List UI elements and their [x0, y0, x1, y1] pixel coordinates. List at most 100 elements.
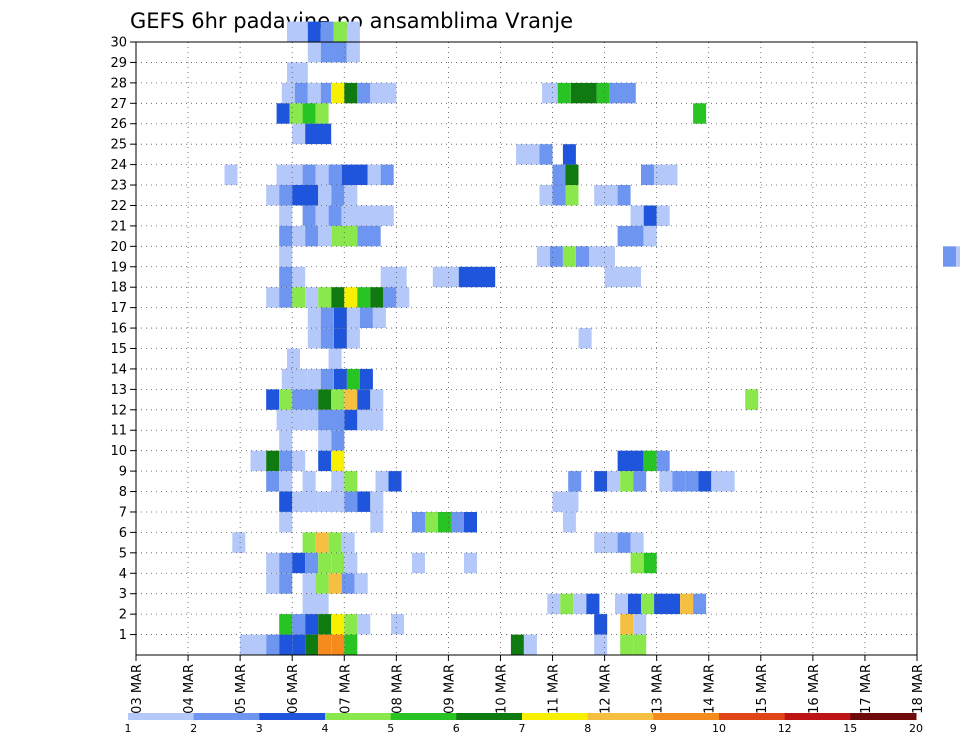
heatmap-cell — [432, 266, 459, 288]
heatmap-cell — [341, 164, 368, 185]
heatmap-cell — [331, 614, 345, 635]
y-tick-label: 19 — [110, 260, 127, 275]
heatmap-cell — [305, 409, 319, 431]
y-tick-label: 27 — [110, 97, 127, 112]
heatmap-cell — [279, 246, 293, 267]
heatmap-cell — [594, 185, 618, 206]
x-tick-label: 13 MAR — [651, 664, 666, 714]
y-tick-label: 16 — [110, 322, 127, 337]
colorbar-swatch — [653, 713, 720, 720]
heatmap-cell — [552, 164, 566, 185]
x-tick-label: 12 MAR — [599, 664, 614, 714]
heatmap-cell — [276, 409, 293, 431]
heatmap-cell — [307, 42, 321, 63]
heatmap-cell — [346, 21, 360, 42]
heatmap-cell — [302, 103, 316, 124]
colorbar-label: 6 — [453, 722, 460, 735]
heatmap-cell — [565, 164, 579, 185]
heatmap-cell — [281, 82, 295, 104]
heatmap-cell — [565, 185, 579, 206]
heatmap-cell — [302, 573, 316, 594]
colorbar-legend: 1 2 3 4 5 6 7 8 9 10 12 15 20 — [125, 713, 923, 735]
heatmap-cell — [344, 82, 358, 104]
y-axis-ticks: 1234567891011121314151617181920212223242… — [110, 36, 136, 643]
colorbar-label: 20 — [909, 722, 923, 735]
heatmap-cell — [266, 552, 280, 574]
heatmap-cell — [370, 287, 384, 308]
y-tick-label: 15 — [110, 342, 127, 357]
heatmap-cell — [617, 532, 631, 553]
colorbar-label: 7 — [519, 722, 526, 735]
heatmap-cell — [331, 471, 345, 492]
heatmap-cell — [586, 593, 600, 615]
colorbar-label: 8 — [584, 722, 591, 735]
heatmap-cell — [333, 307, 347, 328]
colorbar-swatch — [587, 713, 654, 720]
x-tick-label: 03 MAR — [130, 664, 145, 714]
heatmap-cell — [680, 593, 694, 615]
heatmap-cell — [562, 144, 576, 165]
heatmap-cell — [594, 634, 608, 655]
heatmap-cell — [320, 82, 332, 104]
heatmap-cell — [292, 123, 306, 145]
heatmap-cell — [320, 328, 334, 349]
heatmap-cell — [276, 164, 303, 185]
heatmap-cell — [357, 225, 381, 247]
heatmap-cell — [276, 103, 290, 124]
heatmap-cell — [279, 552, 293, 574]
colorbar-swatch — [850, 713, 917, 720]
y-tick-label: 18 — [110, 281, 127, 296]
heatmap-cell — [331, 287, 345, 308]
heatmap-cell — [370, 82, 397, 104]
heatmap-cell — [693, 593, 707, 615]
heatmap-cell — [370, 491, 384, 512]
heatmap-cell — [279, 185, 293, 206]
heatmap-cell — [346, 42, 360, 63]
colorbar-swatch — [456, 713, 523, 720]
heatmap-cell — [956, 246, 960, 267]
heatmap-cell — [307, 82, 321, 104]
heatmap-cell — [302, 205, 316, 226]
heatmap-cell — [328, 532, 342, 553]
heatmap-cell — [266, 389, 280, 410]
colorbar-label: 15 — [843, 722, 857, 735]
heatmap-cell — [318, 225, 332, 247]
heatmap-cell — [578, 328, 592, 349]
heatmap-cell — [346, 307, 360, 328]
heatmap-cell — [320, 368, 334, 390]
heatmap-cell — [318, 634, 332, 655]
heatmap-cell — [305, 614, 319, 635]
heatmap-cell — [292, 491, 319, 512]
heatmap-cell — [292, 409, 306, 431]
heatmap-cell — [607, 471, 621, 492]
heatmap-cell — [375, 471, 389, 492]
heatmap-cell — [346, 368, 360, 390]
y-tick-label: 3 — [119, 587, 127, 602]
heatmap-cell — [630, 552, 644, 574]
colorbar-swatch — [325, 713, 392, 720]
heatmap-cell — [346, 328, 360, 349]
heatmap-cell — [659, 471, 673, 492]
x-tick-label: 06 MAR — [286, 664, 301, 714]
heatmap-cell — [318, 450, 332, 472]
heatmap-cell — [305, 634, 319, 655]
heatmap-cell — [287, 21, 308, 42]
heatmap-cell — [307, 328, 321, 349]
heatmap-cell — [307, 21, 321, 42]
heatmap-cell — [287, 348, 300, 369]
heatmap-cell — [568, 471, 582, 492]
heatmap-cell — [307, 307, 321, 328]
heatmap-cell — [289, 103, 303, 124]
heatmap-cell — [315, 164, 329, 185]
heatmap-cell — [396, 287, 410, 308]
heatmap-cell — [305, 225, 319, 247]
y-tick-label: 30 — [110, 36, 127, 51]
y-tick-label: 12 — [110, 403, 127, 418]
heatmap-cell — [315, 573, 329, 594]
heatmap-cell — [344, 389, 358, 410]
heatmap-cell — [357, 614, 371, 635]
heatmap-cell — [539, 144, 553, 165]
heatmap-cell — [380, 266, 407, 288]
heatmap-cell — [307, 368, 321, 390]
heatmap-cell — [315, 532, 329, 553]
